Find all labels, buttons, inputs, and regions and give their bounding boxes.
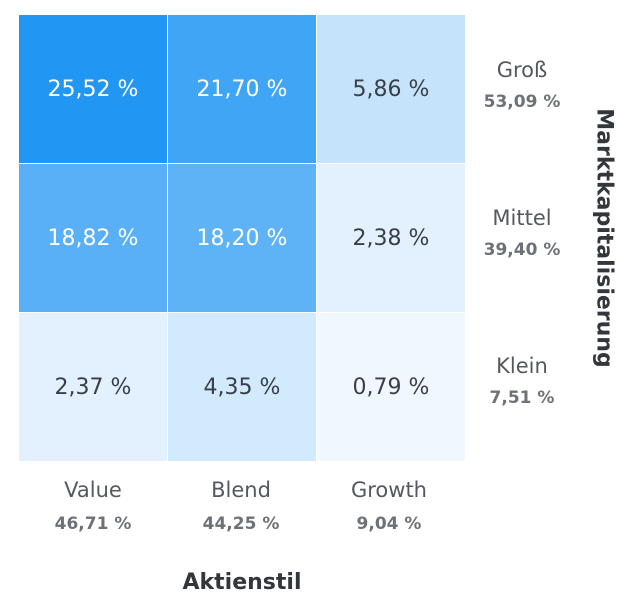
column-name: Blend	[211, 478, 271, 502]
style-box-grid: 25,52 % 21,70 % 5,86 % 18,82 % 18,20 % 2,38 %…	[19, 15, 465, 461]
column-label-blend: Blend 44,25 %	[167, 478, 315, 534]
row-name: Klein	[496, 354, 548, 378]
x-axis-title: Aktienstil	[182, 570, 302, 595]
heatmap-cell: 0,79 %	[317, 313, 465, 461]
heatmap-cell: 5,86 %	[317, 15, 465, 163]
column-total: 44,25 %	[202, 514, 280, 534]
column-total: 9,04 %	[356, 514, 422, 534]
column-name: Value	[64, 478, 122, 502]
heatmap-cell: 4,35 %	[168, 313, 316, 461]
column-label-growth: Growth 9,04 %	[315, 478, 463, 534]
row-total: 7,51 %	[489, 388, 555, 408]
row-label-large: Groß 53,09 %	[470, 58, 574, 112]
row-total: 53,09 %	[483, 92, 561, 112]
heatmap-cell: 2,37 %	[19, 313, 167, 461]
row-label-small: Klein 7,51 %	[470, 354, 574, 408]
row-name: Groß	[496, 58, 548, 82]
row-total: 39,40 %	[483, 240, 561, 260]
heatmap-cell: 18,20 %	[168, 164, 316, 312]
column-label-value: Value 46,71 %	[19, 478, 167, 534]
column-name: Growth	[350, 478, 427, 502]
row-label-mid: Mittel 39,40 %	[470, 206, 574, 260]
heatmap-cell: 2,38 %	[317, 164, 465, 312]
heatmap-cell: 18,82 %	[19, 164, 167, 312]
column-total: 46,71 %	[54, 514, 132, 534]
heatmap-cell: 25,52 %	[19, 15, 167, 163]
y-axis-title: Marktkapitalisierung	[591, 108, 617, 368]
row-name: Mittel	[492, 206, 552, 230]
heatmap-cell: 21,70 %	[168, 15, 316, 163]
